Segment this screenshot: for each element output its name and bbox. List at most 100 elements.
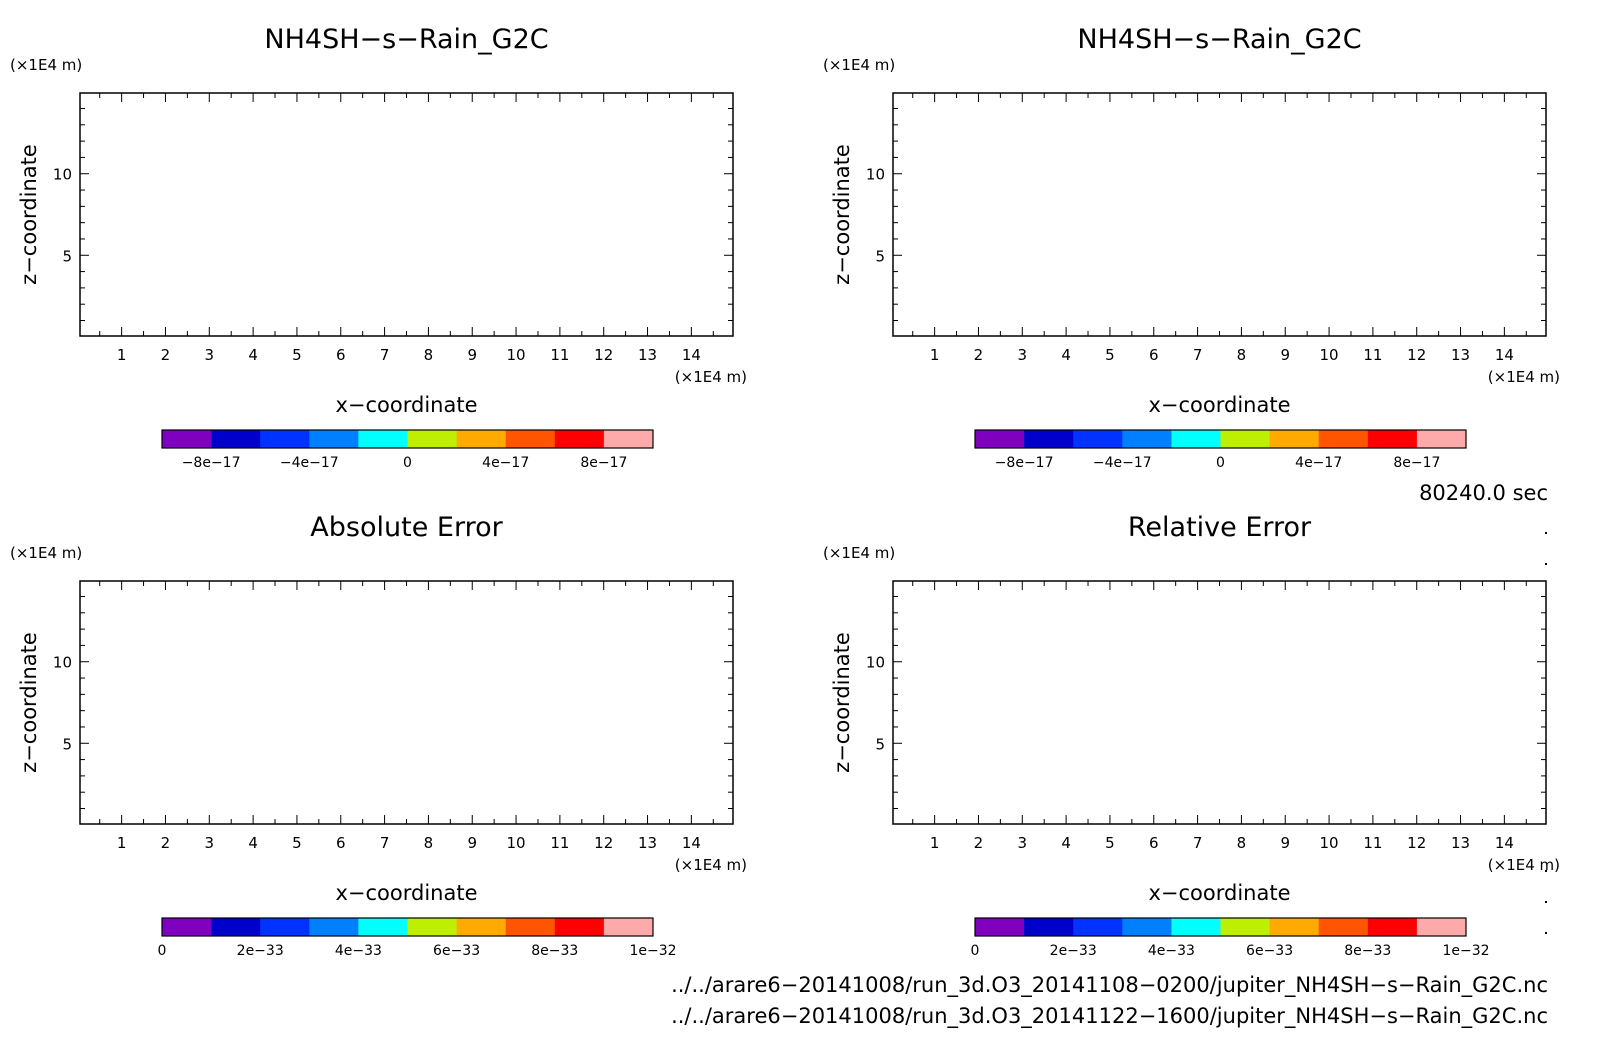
chart-panel: NH4SH−s−Rain_G2C(×1E4 m)(×1E4 m)1 2 3 4 5 6 7 8…	[10, 24, 747, 471]
colorbar-segment	[456, 430, 506, 448]
plot-frame	[892, 92, 1547, 337]
y-unit-label: (×1E4 m)	[823, 56, 895, 74]
x-tick-label: 12	[594, 834, 613, 852]
colorbar-tick-label: 8e−33	[1344, 943, 1391, 959]
x-tick-label: 4	[1061, 346, 1071, 364]
footer-file-1: ../../arare6−20141008/run_3d.O3_20141108…	[671, 973, 1548, 998]
colorbar-tick-label: −4e−17	[1093, 455, 1152, 471]
x-unit-label: (×1E4 m)	[675, 368, 747, 386]
x-tick-label: 12	[594, 346, 613, 364]
colorbar-tick-label: 0	[158, 943, 167, 959]
x-tick-label: 2	[974, 346, 984, 364]
x-tick-label: 10	[1320, 834, 1339, 852]
y-tick-label: 5	[62, 735, 72, 753]
y-tick-label: 5	[62, 247, 72, 265]
colorbar-frame	[161, 429, 654, 449]
x-tick-label: 6	[336, 834, 346, 852]
colorbar-segment	[505, 918, 556, 936]
colorbar-segment	[1367, 430, 1418, 448]
colorbar-segment	[358, 918, 408, 936]
x-axis-label: x−coordinate	[335, 393, 477, 417]
colorbar-tick-label: 0	[971, 943, 980, 959]
colorbar-segment	[975, 430, 1025, 448]
edge-dot	[1545, 901, 1547, 903]
x-tick-label: 10	[507, 834, 526, 852]
x-axis-label: x−coordinate	[1148, 393, 1290, 417]
colorbar-segment	[260, 918, 310, 936]
colorbar-tick-label: 2e−33	[237, 943, 284, 959]
chart-title: Relative Error	[1128, 512, 1312, 543]
x-tick-label: 14	[682, 834, 701, 852]
x-tick-label: 7	[1193, 834, 1203, 852]
x-tick-label: 8	[424, 834, 434, 852]
y-tick-label: 10	[866, 166, 885, 184]
colorbar-segment	[1318, 430, 1369, 448]
plot-frame	[79, 92, 734, 337]
colorbar-frame	[161, 917, 654, 937]
colorbar-segment	[1269, 918, 1319, 936]
y-axis-label: z−coordinate	[830, 632, 854, 773]
x-tick-label: 2	[161, 346, 171, 364]
colorbar-segment	[1416, 430, 1467, 448]
colorbar-tick-label: 2e−33	[1050, 943, 1097, 959]
x-tick-label: 7	[380, 834, 390, 852]
x-tick-label: 13	[638, 346, 657, 364]
x-tick-label: 2	[161, 834, 171, 852]
x-tick-label: 2	[974, 834, 984, 852]
colorbar-segment	[407, 918, 457, 936]
x-tick-label: 11	[550, 346, 569, 364]
x-tick-label: 11	[550, 834, 569, 852]
x-tick-label: 14	[682, 346, 701, 364]
colorbar-tick-label: 6e−33	[433, 943, 480, 959]
colorbar-segment	[1122, 430, 1172, 448]
colorbar-segment	[260, 430, 310, 448]
chart-panel: Absolute Error(×1E4 m)(×1E4 m)1 2 3 4 5 6 7 8 9 1…	[10, 512, 747, 959]
x-tick-label: 14	[1495, 834, 1514, 852]
colorbar-segment	[1220, 918, 1270, 936]
x-axis-label: x−coordinate	[1148, 881, 1290, 905]
x-tick-label: 8	[1237, 834, 1247, 852]
colorbar-segment	[554, 430, 605, 448]
colorbar-frame	[974, 917, 1467, 937]
colorbar-segment	[1269, 430, 1319, 448]
colorbar-segment	[975, 918, 1025, 936]
colorbar-tick-label: 4e−33	[335, 943, 382, 959]
chart-title: Absolute Error	[310, 512, 503, 543]
x-unit-label: (×1E4 m)	[1488, 368, 1560, 386]
colorbar-tick-label: −8e−17	[995, 455, 1054, 471]
x-tick-label: 12	[1407, 834, 1426, 852]
x-tick-label: 9	[1280, 834, 1290, 852]
x-tick-label: 5	[292, 834, 302, 852]
chart-title: NH4SH−s−Rain_G2C	[1077, 24, 1361, 55]
x-axis-label: x−coordinate	[335, 881, 477, 905]
x-tick-label: 7	[1193, 346, 1203, 364]
x-tick-label: 3	[205, 834, 215, 852]
footer-file-2: ../../arare6−20141008/run_3d.O3_20141122…	[671, 1004, 1548, 1029]
x-tick-label: 9	[467, 834, 477, 852]
colorbar-segment	[162, 430, 212, 448]
x-tick-label: 8	[1237, 346, 1247, 364]
x-tick-label: 5	[1105, 346, 1115, 364]
x-unit-label: (×1E4 m)	[675, 856, 747, 874]
y-tick-label: 10	[53, 166, 72, 184]
y-axis-label: z−coordinate	[830, 144, 854, 285]
x-tick-label: 13	[1451, 346, 1470, 364]
chart-panel: NH4SH−s−Rain_G2C(×1E4 m)(×1E4 m)1 2 3 4 5 6 7 8…	[823, 24, 1560, 471]
colorbar-tick-label: −8e−17	[182, 455, 241, 471]
colorbar-tick-label: 8e−17	[580, 455, 627, 471]
x-tick-label: 12	[1407, 346, 1426, 364]
edge-dot	[1545, 532, 1547, 534]
colorbar-segment	[1318, 918, 1369, 936]
chart-panel: Relative Error(×1E4 m)(×1E4 m)1 2 3 4 5 6 7 8 9 1…	[823, 512, 1560, 959]
x-unit-label: (×1E4 m)	[1488, 856, 1560, 874]
colorbar-segment	[505, 430, 556, 448]
colorbar-tick-label: 8e−17	[1393, 455, 1440, 471]
y-axis-label: z−coordinate	[17, 144, 41, 285]
plot-frame	[892, 580, 1547, 825]
edge-dot	[1545, 563, 1547, 565]
colorbar-segment	[603, 918, 654, 936]
colorbar-segment	[309, 918, 359, 936]
colorbar-tick-label: 0	[1216, 455, 1225, 471]
colorbar-segment	[162, 918, 212, 936]
